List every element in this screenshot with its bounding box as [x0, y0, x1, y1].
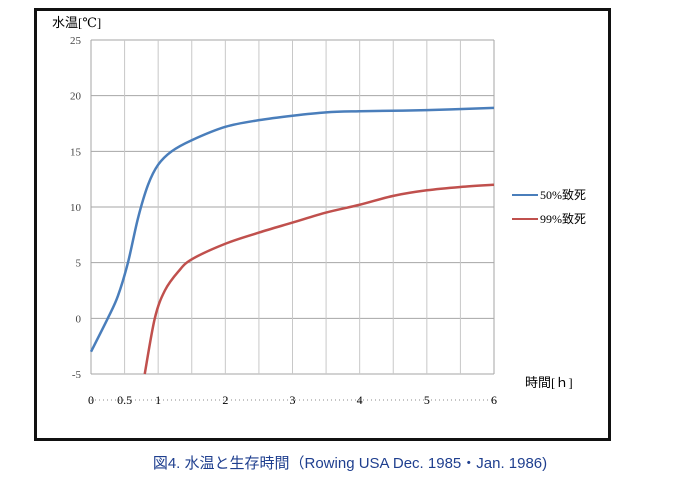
x-tick-label: 2 [222, 393, 228, 407]
x-tick-label: 4 [357, 393, 363, 407]
series-lines [89, 106, 495, 375]
x-tick-label: 1 [155, 393, 161, 407]
x-tick-label: 0.5 [117, 393, 132, 407]
legend-swatch-99 [512, 217, 538, 220]
gridlines [91, 39, 495, 375]
figure-caption: 図4. 水温と生存時間（Rowing USA Dec. 1985・Jan. 19… [152, 455, 548, 472]
y-tick-label: 20 [70, 91, 82, 103]
legend-item-99: 99%致死 [512, 210, 586, 227]
series-line-1 [143, 183, 495, 375]
y-tick-label: -5 [72, 369, 82, 381]
y-axis-label: 水温[℃] [52, 15, 102, 30]
x-axis-label: 時間[ｈ] [525, 375, 573, 390]
series-line-0 [89, 106, 495, 353]
x-tick-label: 0 [88, 393, 94, 407]
y-tick-label: 25 [70, 35, 82, 47]
y-tick-label: 15 [70, 146, 82, 158]
line-chart: 25 20 15 10 5 0 -5 0 0.5 1 2 3 4 5 6 [70, 35, 497, 407]
x-tick-label: 3 [290, 393, 296, 407]
legend-label-50: 50%致死 [540, 188, 586, 202]
chart-frame: 25 20 15 10 5 0 -5 0 0.5 1 2 3 4 5 6 [34, 8, 611, 441]
legend-swatch-50 [512, 193, 538, 196]
y-tick-label: 5 [76, 258, 82, 270]
tick-labels: 25 20 15 10 5 0 -5 0 0.5 1 2 3 4 5 6 [70, 35, 497, 407]
y-tick-label: 0 [76, 313, 82, 325]
x-tick-label: 6 [491, 393, 497, 407]
axes [90, 40, 495, 401]
y-tick-label: 10 [70, 202, 82, 214]
x-tick-label: 5 [424, 393, 430, 407]
legend-label-99: 99%致死 [540, 212, 586, 226]
legend-item-50: 50%致死 [512, 186, 586, 203]
